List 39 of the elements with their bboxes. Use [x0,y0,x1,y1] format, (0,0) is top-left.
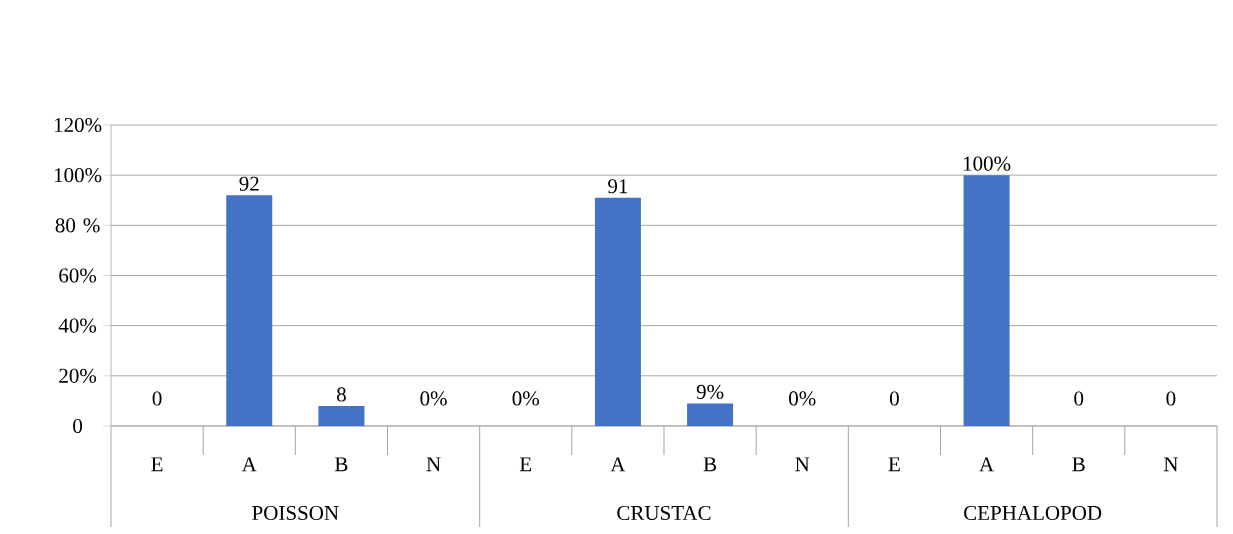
y-tick-label: 120% [54,117,102,133]
data-label: 0 [1166,391,1176,406]
y-tick-label: 40% [58,318,97,333]
data-label: 0 [889,391,899,406]
text: CEPHALOPOD [964,505,1102,521]
x-tick-label: E [519,457,532,472]
y-tick-label: 80 % [55,218,100,233]
data-label: 0% [420,391,447,406]
x-tick-label: E [888,457,900,472]
y-tick-label: 100% [54,168,102,183]
data-label: 92 [239,176,259,191]
data-label: 100% [963,156,1011,171]
x-tick-label: B [703,457,717,472]
data-label: 8 [336,387,346,402]
bar [687,403,734,426]
bar [226,195,273,426]
x-tick-label: B [1072,457,1085,472]
x-tick-label: N [1163,457,1179,472]
x-tick-label: A [241,457,257,472]
data-label: 9% [696,384,724,400]
data-label: 91 [608,179,628,194]
y-tick-label: 60% [59,268,97,283]
x-tick-label: A [979,457,994,472]
data-label: 0% [512,391,540,406]
x-tick-label: B [335,457,348,472]
text: POISSON [252,505,339,521]
data-label: 0 [1074,391,1084,406]
x-tick-label: N [426,457,441,472]
y-tick-label: 0 [73,418,83,434]
x-tick-label: A [610,457,626,472]
y-tick-label: 20% [59,368,97,383]
bar [594,197,641,426]
bar [318,405,365,426]
data-label: 0% [789,391,816,406]
text: CRUSTAC [617,505,711,521]
x-tick-label: E [151,457,163,472]
x-tick-label: N [795,457,810,472]
data-label: 0 [152,391,162,406]
bar [963,175,1010,426]
